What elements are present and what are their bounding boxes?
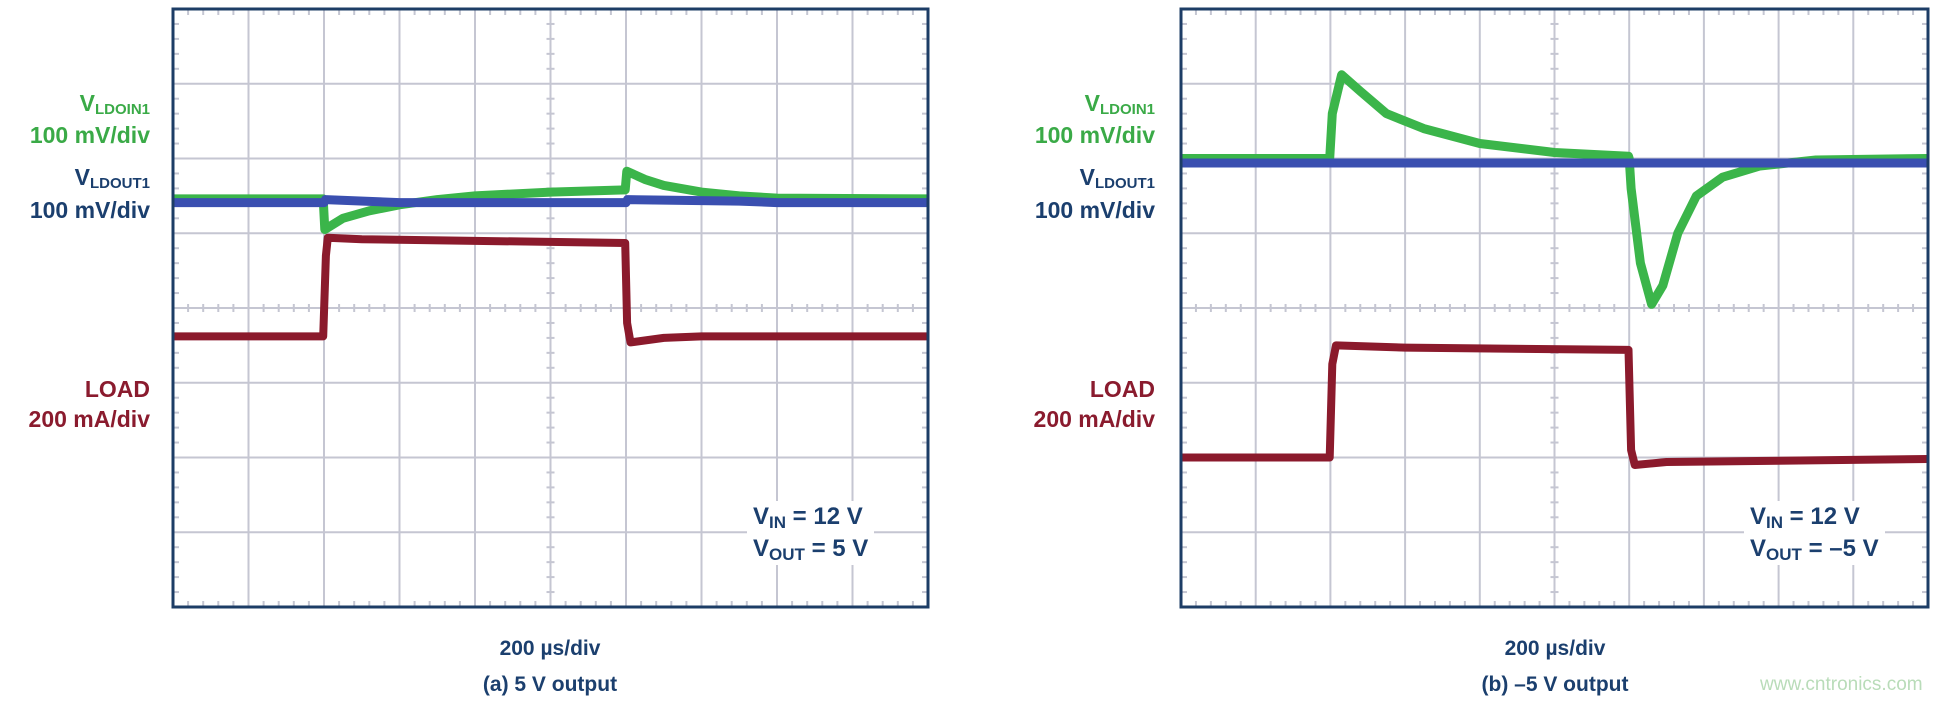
scope-frame [171, 7, 930, 609]
ldoin-label-b: VLDOIN1 [1084, 90, 1155, 118]
load-scale-a: 200 mA/div [28, 406, 150, 432]
trace-load [1181, 341, 1929, 469]
load-label-b: LOAD [1089, 376, 1155, 402]
load-scale-b: 200 mA/div [1033, 406, 1155, 432]
ldoin-scale-b: 100 mV/div [1034, 122, 1155, 148]
ldout-scale-a: 100 mV/div [29, 197, 150, 223]
ldoin-scale-a: 100 mV/div [29, 122, 150, 148]
ldoin-label-a: VLDOIN1 [79, 90, 150, 118]
x-scale-b: 200 µs/div [1504, 637, 1606, 660]
watermark: www.cntronics.com [1760, 674, 1923, 695]
scope-panel-b [1179, 7, 1930, 609]
x-scale-a: 200 µs/div [499, 637, 601, 660]
conditions-a: VIN = 12 V VOUT = 5 V [747, 501, 875, 565]
caption-a: (a) 5 V output [482, 673, 618, 696]
scope-panel-a [171, 7, 930, 609]
ldout-scale-b: 100 mV/div [1034, 197, 1155, 223]
load-label-a: LOAD [84, 376, 150, 402]
trace-ldout [173, 195, 928, 208]
conditions-b: VIN = 12 V VOUT = –5 V [1744, 501, 1885, 565]
scope-frame [1179, 7, 1930, 609]
ldout-label-a: VLDOUT1 [74, 164, 150, 192]
ldout-label-b: VLDOUT1 [1079, 164, 1155, 192]
caption-b: (b) –5 V output [1481, 673, 1629, 696]
